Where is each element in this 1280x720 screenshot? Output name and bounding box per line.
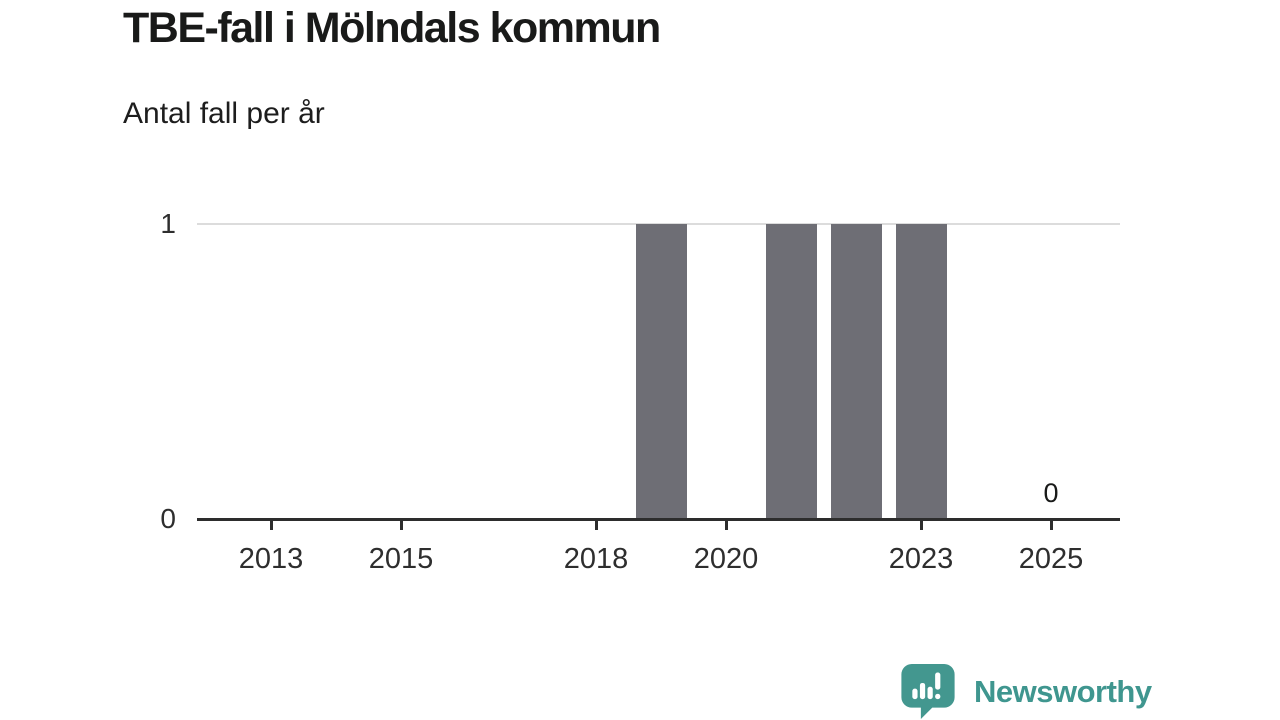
x-tick-label-2023: 2023 xyxy=(888,543,954,575)
y-tick-label-0: 0 xyxy=(160,503,176,534)
x-tick-label-2025: 2025 xyxy=(1018,543,1084,575)
bar-2019 xyxy=(635,224,687,519)
x-tick-label-2013: 2013 xyxy=(238,543,304,575)
x-tick-2018 xyxy=(594,521,598,530)
x-axis-line xyxy=(197,518,1120,521)
x-tick-2025 xyxy=(1049,521,1053,530)
bar-2023 xyxy=(895,224,947,519)
chart-title: TBE-fall i Mölndals kommun xyxy=(123,4,661,52)
brand-logo: Newsworthy xyxy=(899,663,1152,720)
y-tick-label-1: 1 xyxy=(160,208,176,239)
newsworthy-icon xyxy=(901,663,955,720)
x-tick-2015 xyxy=(399,521,403,530)
x-tick-2023 xyxy=(919,521,923,530)
x-tick-label-2020: 2020 xyxy=(693,543,759,575)
bar-2022 xyxy=(830,224,882,519)
bar-2021 xyxy=(765,224,817,519)
brand-name: Newsworthy xyxy=(974,673,1152,709)
chart-subtitle: Antal fall per år xyxy=(123,97,325,130)
x-tick-2020 xyxy=(724,521,728,530)
x-tick-label-2018: 2018 xyxy=(563,543,629,575)
value-label-latest-year: 0 xyxy=(1043,478,1059,508)
x-tick-2013 xyxy=(269,521,273,530)
x-tick-label-2015: 2015 xyxy=(368,543,434,575)
